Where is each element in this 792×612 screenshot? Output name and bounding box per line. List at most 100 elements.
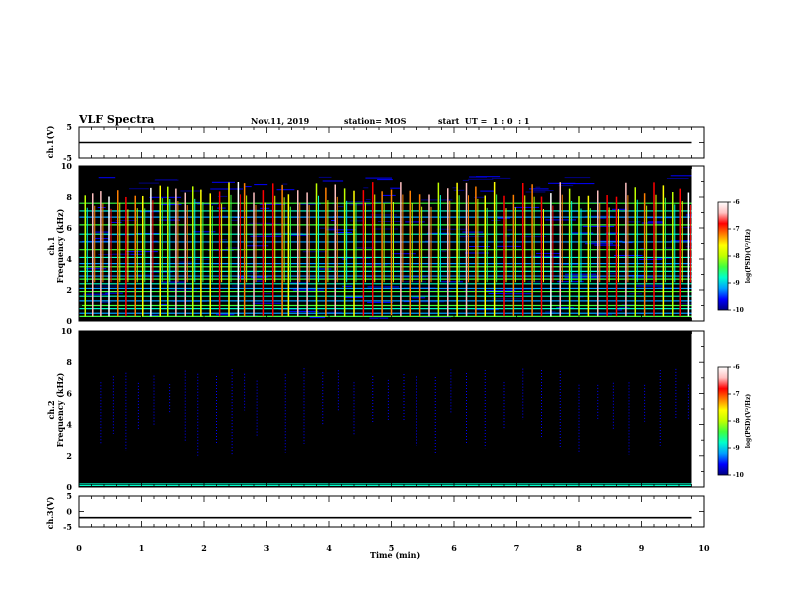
- panel-3: 0 2 4 6 8 10: [61, 326, 705, 492]
- noise-streak: [219, 239, 228, 241]
- noise-streak: [617, 309, 622, 311]
- noise-streak: [290, 282, 309, 284]
- y-tick-label: 2: [66, 285, 72, 295]
- y-tick-label: 4: [66, 420, 72, 430]
- noise-streak: [469, 246, 491, 247]
- y-tick-label: 6: [66, 388, 72, 398]
- colorbar-scale: [717, 366, 729, 476]
- noise-streak: [249, 209, 274, 211]
- noise-streak: [225, 247, 240, 249]
- noise-streak: [402, 281, 427, 283]
- noise-streak: [169, 289, 197, 291]
- noise-streak: [98, 254, 131, 255]
- noise-streak: [135, 233, 161, 234]
- noise-streak: [378, 221, 402, 222]
- x-tick-label: 0: [76, 543, 82, 553]
- noise-streak: [318, 176, 332, 178]
- noise-streak: [331, 220, 336, 221]
- noise-streak: [462, 179, 469, 181]
- noise-streak: [263, 293, 271, 295]
- noise-streak: [640, 248, 646, 250]
- noise-streak: [618, 307, 630, 308]
- x-tick-label: 7: [514, 543, 520, 553]
- noise-streak: [473, 196, 485, 198]
- noise-streak: [516, 245, 521, 247]
- noise-streak: [525, 191, 546, 193]
- noise-streak: [278, 308, 302, 310]
- x-tick-label: 1: [139, 543, 145, 553]
- noise-streak: [367, 301, 393, 303]
- noise-streak: [246, 245, 269, 247]
- noise-streak: [342, 285, 353, 287]
- noise-streak: [462, 231, 484, 233]
- x-tick-label: 9: [639, 543, 645, 553]
- noise-streak: [304, 277, 337, 279]
- noise-streak: [289, 310, 319, 312]
- no-data-region: [691, 331, 704, 487]
- x-tick-label: 5: [389, 543, 395, 553]
- colorbar-tick-label: -10: [733, 307, 744, 314]
- noise-streak: [507, 229, 512, 231]
- noise-streak: [238, 276, 245, 278]
- colorbar-tick-label: -7: [733, 391, 740, 398]
- chart-station: station= MOS: [344, 116, 407, 126]
- noise-streak: [476, 176, 501, 178]
- noise-streak: [194, 201, 201, 203]
- noise-streak: [282, 183, 288, 185]
- spectrogram-background: [79, 331, 692, 487]
- noise-streak: [377, 179, 393, 181]
- noise-streak: [558, 185, 574, 187]
- noise-streak: [585, 243, 613, 245]
- colorbar-tick-label: -9: [733, 445, 740, 452]
- chart-date: Nov.11, 2019: [251, 116, 310, 126]
- noise-streak: [245, 186, 252, 188]
- noise-streak: [679, 303, 692, 305]
- noise-streak: [663, 247, 674, 249]
- noise-streak: [250, 276, 268, 278]
- y-tick-label: 10: [61, 161, 73, 171]
- noise-streak: [585, 215, 613, 217]
- colorbar-ch2: -6 -7 -8 -9 -10 log(PSD)(V²/Hz): [717, 364, 752, 479]
- noise-streak: [411, 297, 426, 299]
- noise-streak: [535, 186, 541, 188]
- noise-streak: [95, 285, 129, 287]
- noise-streak: [606, 273, 618, 275]
- noise-streak: [302, 251, 328, 253]
- y-tick-label: 8: [66, 192, 72, 202]
- noise-streak: [154, 179, 179, 181]
- noise-streak: [211, 181, 235, 183]
- colorbar-tick-label: -6: [733, 364, 740, 371]
- noise-streak: [403, 301, 420, 303]
- noise-streak: [239, 277, 246, 279]
- y-tick-label: 10: [61, 326, 73, 336]
- noise-streak: [365, 199, 371, 201]
- noise-streak: [270, 232, 303, 234]
- noise-streak: [441, 250, 447, 252]
- noise-streak: [373, 286, 385, 288]
- noise-streak: [276, 189, 295, 191]
- noise-streak: [111, 221, 122, 223]
- noise-streak: [231, 285, 254, 287]
- noise-streak: [322, 180, 344, 182]
- noise-streak: [252, 302, 282, 304]
- y-tick-label: 5: [66, 122, 72, 132]
- noise-streak: [366, 264, 388, 266]
- noise-streak: [459, 236, 485, 238]
- noise-streak: [150, 271, 173, 273]
- noise-streak: [194, 258, 210, 260]
- y-tick-label: 5: [66, 491, 72, 501]
- noise-streak: [160, 281, 185, 283]
- noise-streak: [248, 222, 275, 224]
- chart-start-time: start UT = 1 : 0 : 1: [438, 116, 530, 126]
- colorbar-label: log(PSD)(V²/Hz): [745, 229, 752, 284]
- noise-streak: [502, 293, 534, 295]
- noise-streak: [94, 231, 110, 233]
- noise-streak: [391, 253, 416, 255]
- noise-streak: [159, 303, 167, 305]
- noise-streak: [405, 221, 425, 223]
- noise-streak: [557, 281, 584, 283]
- colorbar-tick-label: -10: [733, 472, 744, 479]
- panel-4: 5 0 -5 0 1 2 3 4 5 6 7 8 9 10: [63, 491, 710, 553]
- noise-streak: [290, 234, 308, 236]
- noise-streak: [436, 228, 470, 230]
